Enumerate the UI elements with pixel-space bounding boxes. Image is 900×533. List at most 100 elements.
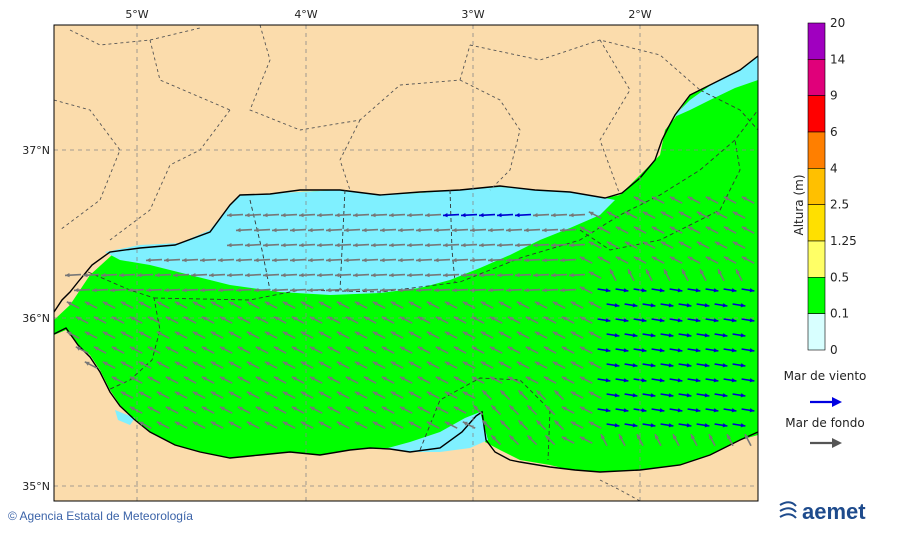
wave-arrow-head bbox=[345, 346, 351, 351]
wave-arrow-head bbox=[390, 301, 396, 306]
wave-arrow-head bbox=[518, 390, 524, 396]
wave-arrow-head bbox=[174, 391, 180, 396]
wave-arrow-head bbox=[723, 256, 729, 261]
wave-arrow-head bbox=[534, 331, 540, 336]
wave-arrow-head bbox=[417, 376, 423, 381]
wave-arrow-head bbox=[318, 301, 324, 306]
wave-arrow-head bbox=[236, 258, 241, 263]
wave-arrow-head bbox=[327, 346, 333, 351]
wave-arrow-head bbox=[515, 273, 520, 278]
wave-arrow-head bbox=[705, 196, 711, 201]
wave-arrow-head bbox=[732, 211, 738, 216]
wave-arrow-head bbox=[371, 243, 376, 248]
wave-arrow-head bbox=[500, 420, 506, 426]
wave-arrow-head bbox=[722, 303, 728, 308]
wave-arrow-head bbox=[704, 363, 710, 368]
wave-arrow-head bbox=[273, 346, 279, 351]
wave-arrow-head bbox=[543, 346, 549, 351]
wave-arrow-head bbox=[664, 269, 668, 275]
wave-arrow-head bbox=[718, 269, 722, 275]
wave-arrow-head bbox=[668, 303, 674, 308]
wave-arrow-head bbox=[407, 213, 412, 218]
wave-arrow-head bbox=[399, 346, 405, 351]
wave-arrow-head bbox=[75, 346, 81, 351]
wave-arrow-head bbox=[561, 376, 567, 381]
wave-arrow-head bbox=[380, 288, 385, 293]
wave-arrow-head bbox=[398, 258, 403, 263]
wave-arrow-head bbox=[164, 288, 169, 293]
wave-arrow-head bbox=[700, 269, 704, 275]
wave-arrow-head bbox=[282, 331, 288, 336]
wave-arrow-head bbox=[434, 258, 439, 263]
wave-arrow-head bbox=[641, 348, 647, 353]
wave-arrow-head bbox=[731, 288, 737, 293]
wave-arrow-head bbox=[673, 434, 677, 440]
wave-arrow-head bbox=[704, 393, 710, 398]
wave-arrow-head bbox=[263, 213, 268, 218]
wave-arrow-head bbox=[633, 226, 639, 231]
wave-arrow-head bbox=[479, 243, 484, 248]
wave-arrow-head bbox=[628, 269, 632, 275]
wave-arrow-head bbox=[138, 361, 144, 366]
wave-arrow-head bbox=[408, 361, 414, 366]
wave-arrow-head bbox=[435, 346, 441, 351]
wave-arrow-head bbox=[353, 273, 358, 278]
wave-arrow-head bbox=[246, 301, 252, 306]
wave-arrow-head bbox=[182, 288, 187, 293]
wave-arrow-head bbox=[588, 361, 594, 366]
wave-arrow-head bbox=[713, 348, 719, 353]
wave-arrow-head bbox=[272, 228, 277, 233]
wave-arrow-head bbox=[408, 421, 414, 426]
wave-arrow-head bbox=[452, 228, 457, 233]
wave-arrow-head bbox=[282, 301, 288, 306]
wave-arrow-head bbox=[264, 331, 270, 336]
wave-arrow-head bbox=[624, 241, 630, 246]
wave-arrow-head bbox=[434, 288, 439, 293]
colorbar-swatch bbox=[807, 22, 826, 60]
wave-arrow-head bbox=[462, 331, 468, 336]
sea-cyan-northeast bbox=[672, 56, 758, 118]
wave-arrow-head bbox=[300, 391, 306, 396]
wave-arrow-head bbox=[705, 256, 711, 261]
wave-arrow-head bbox=[677, 348, 683, 353]
wave-arrow-head bbox=[651, 196, 657, 201]
wave-arrow-head bbox=[749, 348, 755, 353]
wave-arrow-head bbox=[137, 273, 142, 278]
wave-arrow-head bbox=[479, 273, 484, 278]
sea-cyan-north bbox=[105, 187, 615, 295]
wave-arrow-head bbox=[533, 213, 538, 218]
wave-arrow-head bbox=[677, 378, 683, 383]
wave-arrow-head bbox=[371, 213, 376, 218]
wind-sea-arrow bbox=[810, 397, 842, 407]
wave-arrow-head bbox=[434, 228, 439, 233]
wave-arrow-head bbox=[210, 421, 216, 426]
wave-arrow-head bbox=[273, 406, 279, 411]
wave-arrow-head bbox=[749, 408, 755, 413]
wave-arrow-head bbox=[336, 421, 342, 426]
wave-arrow-head bbox=[102, 361, 108, 366]
wave-arrow-head bbox=[254, 258, 259, 263]
wave-arrow-head bbox=[714, 241, 720, 246]
wave-arrow-head bbox=[722, 333, 728, 338]
wave-arrow-head bbox=[651, 226, 657, 231]
wave-arrow-head bbox=[282, 421, 288, 426]
wave-arrow-head bbox=[183, 406, 189, 411]
wave-arrow-head bbox=[614, 333, 620, 338]
wave-arrow-head bbox=[461, 243, 466, 248]
wave-arrow-head bbox=[201, 316, 207, 321]
wave-arrow-head bbox=[147, 376, 153, 381]
wave-arrow-head bbox=[444, 301, 450, 306]
wave-arrow-head bbox=[174, 331, 180, 336]
wave-arrow-head bbox=[290, 288, 295, 293]
wave-arrow-head bbox=[66, 331, 72, 336]
wave-arrow-head bbox=[344, 228, 349, 233]
wave-arrow-head bbox=[254, 288, 259, 293]
wave-arrow-head bbox=[632, 303, 638, 308]
wave-arrow-head bbox=[443, 273, 448, 278]
wave-arrow-head bbox=[236, 288, 241, 293]
height-colorbar: 20 14 9 6 4 2.5 1.25 0.5 0.1 0 bbox=[807, 16, 857, 357]
wave-arrow-head bbox=[425, 273, 430, 278]
wave-arrow-head bbox=[246, 361, 252, 366]
wave-arrow-head bbox=[462, 391, 468, 396]
wave-arrow-head bbox=[326, 258, 331, 263]
